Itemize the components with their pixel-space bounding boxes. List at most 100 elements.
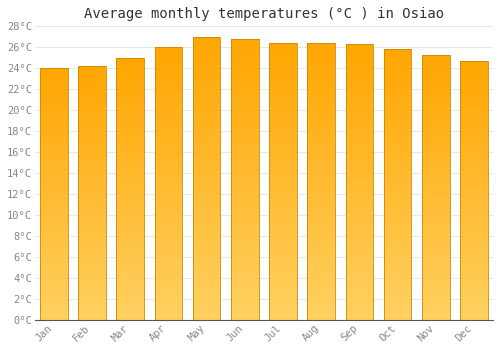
Bar: [346, 68, 373, 72]
Bar: [384, 236, 411, 239]
Bar: [460, 181, 487, 184]
Bar: [116, 87, 144, 91]
Bar: [422, 55, 450, 320]
Bar: [78, 158, 106, 161]
Bar: [269, 289, 296, 292]
Bar: [78, 104, 106, 107]
Bar: [116, 241, 144, 245]
Bar: [308, 88, 335, 91]
Bar: [154, 218, 182, 221]
Bar: [384, 310, 411, 313]
Bar: [460, 226, 487, 229]
Bar: [384, 104, 411, 107]
Bar: [346, 161, 373, 165]
Bar: [40, 103, 68, 106]
Bar: [422, 207, 450, 210]
Bar: [116, 153, 144, 156]
Bar: [346, 227, 373, 230]
Bar: [116, 307, 144, 310]
Bar: [422, 217, 450, 220]
Bar: [154, 252, 182, 255]
Bar: [308, 223, 335, 226]
Bar: [269, 78, 296, 81]
Bar: [460, 265, 487, 268]
Bar: [269, 251, 296, 254]
Bar: [460, 155, 487, 158]
Bar: [193, 207, 220, 210]
Bar: [384, 316, 411, 320]
Bar: [384, 276, 411, 279]
Bar: [269, 81, 296, 85]
Bar: [116, 74, 144, 77]
Bar: [346, 117, 373, 120]
Bar: [346, 292, 373, 296]
Bar: [422, 284, 450, 287]
Bar: [460, 262, 487, 265]
Bar: [384, 195, 411, 198]
Bar: [154, 289, 182, 293]
Bar: [346, 251, 373, 254]
Bar: [231, 53, 258, 56]
Bar: [40, 182, 68, 185]
Bar: [346, 286, 373, 289]
Bar: [193, 231, 220, 235]
Bar: [384, 124, 411, 127]
Bar: [78, 282, 106, 285]
Bar: [78, 171, 106, 174]
Bar: [460, 168, 487, 171]
Bar: [78, 288, 106, 292]
Bar: [422, 71, 450, 75]
Bar: [384, 73, 411, 76]
Bar: [384, 86, 411, 90]
Bar: [384, 313, 411, 316]
Bar: [460, 271, 487, 275]
Bar: [308, 278, 335, 282]
Bar: [78, 269, 106, 272]
Bar: [193, 164, 220, 168]
Bar: [422, 91, 450, 94]
Bar: [384, 49, 411, 53]
Bar: [78, 253, 106, 257]
Bar: [460, 164, 487, 168]
Bar: [460, 314, 487, 317]
Bar: [422, 300, 450, 303]
Bar: [422, 290, 450, 293]
Bar: [78, 107, 106, 111]
Bar: [460, 297, 487, 301]
Bar: [116, 235, 144, 238]
Bar: [78, 222, 106, 225]
Bar: [460, 97, 487, 100]
Bar: [231, 127, 258, 130]
Bar: [78, 193, 106, 196]
Bar: [231, 151, 258, 155]
Bar: [231, 116, 258, 120]
Bar: [78, 82, 106, 85]
Bar: [308, 285, 335, 289]
Bar: [269, 303, 296, 306]
Bar: [116, 64, 144, 68]
Bar: [40, 125, 68, 128]
Bar: [308, 95, 335, 98]
Bar: [154, 85, 182, 88]
Bar: [460, 213, 487, 216]
Bar: [193, 157, 220, 161]
Bar: [308, 168, 335, 171]
Bar: [154, 248, 182, 252]
Bar: [116, 287, 144, 290]
Bar: [40, 156, 68, 160]
Bar: [154, 98, 182, 102]
Bar: [193, 136, 220, 139]
Bar: [460, 268, 487, 271]
Bar: [116, 281, 144, 284]
Bar: [154, 129, 182, 132]
Bar: [193, 302, 220, 306]
Bar: [154, 303, 182, 306]
Bar: [269, 306, 296, 309]
Bar: [460, 307, 487, 310]
Bar: [154, 54, 182, 57]
Bar: [154, 119, 182, 122]
Bar: [116, 159, 144, 163]
Bar: [78, 257, 106, 260]
Bar: [308, 188, 335, 192]
Bar: [231, 236, 258, 239]
